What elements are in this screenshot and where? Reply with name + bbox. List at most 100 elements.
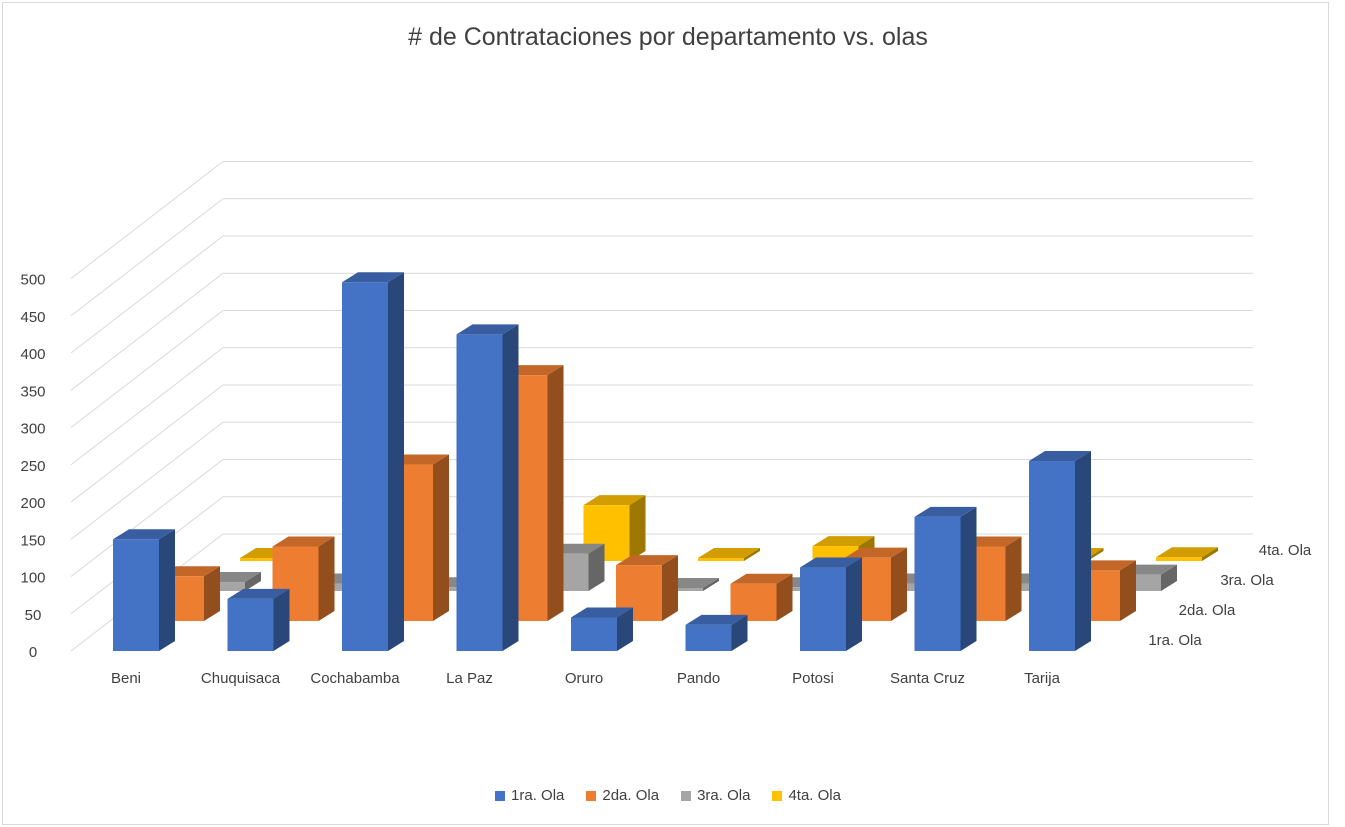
bar-side xyxy=(744,548,760,561)
x-tick-label: Cochabamba xyxy=(310,670,400,687)
bar-side xyxy=(547,365,564,621)
y-tick-label: 450 xyxy=(20,309,45,326)
depth-axis-label: 3ra. Ola xyxy=(1220,572,1274,589)
depth-axis-label: 1ra. Ola xyxy=(1148,632,1202,649)
bar-top xyxy=(698,548,760,558)
bar-front xyxy=(698,558,744,561)
legend-item: 2da. Ola xyxy=(586,787,659,804)
side-gridline xyxy=(70,161,224,279)
bar xyxy=(800,557,862,651)
bar-side xyxy=(662,555,678,621)
bars-layer xyxy=(113,272,1218,651)
x-tick-label: Oruro xyxy=(565,670,603,687)
bar-front xyxy=(1029,461,1075,651)
bar-front xyxy=(571,617,617,651)
legend-label: 3ra. Ola xyxy=(697,787,751,804)
y-tick-label: 100 xyxy=(20,570,45,587)
x-tick-label: Tarija xyxy=(1024,670,1061,687)
bar-top xyxy=(730,573,793,584)
y-tick-label: 200 xyxy=(20,495,45,512)
x-tick-label: La Paz xyxy=(446,670,493,687)
x-tick-label: Santa Cruz xyxy=(890,670,965,687)
bar-front xyxy=(227,598,274,651)
bar xyxy=(571,607,633,651)
legend-swatch xyxy=(772,790,783,801)
side-gridline xyxy=(70,310,224,428)
y-tick-label: 0 xyxy=(29,644,37,661)
bar xyxy=(456,324,519,651)
side-gridline xyxy=(70,421,224,540)
bar-front xyxy=(771,587,818,591)
bar xyxy=(914,506,977,651)
bar-side xyxy=(703,578,719,591)
depth-axis-label: 2da. Ola xyxy=(1179,602,1236,619)
bar-top xyxy=(272,536,335,547)
bar-top xyxy=(113,529,175,540)
y-tick-label: 150 xyxy=(20,532,45,549)
x-tick-label: Pando xyxy=(677,670,720,687)
chart-title: # de Contrataciones por departamento vs.… xyxy=(408,23,928,51)
bar xyxy=(959,536,1022,621)
bar-side xyxy=(245,572,261,591)
legend-swatch xyxy=(586,790,597,801)
y-tick-label: 400 xyxy=(20,346,45,363)
legend-label: 1ra. Ola xyxy=(511,787,565,804)
bar-side xyxy=(588,543,605,591)
bar-side xyxy=(1202,547,1218,561)
bar xyxy=(1029,451,1091,651)
bar xyxy=(698,548,760,561)
bar xyxy=(227,588,290,651)
bar-top xyxy=(342,272,404,283)
bar xyxy=(1156,547,1218,561)
bar-side xyxy=(388,272,404,651)
bar-top xyxy=(583,495,646,506)
bar-front xyxy=(113,539,159,651)
bar-side xyxy=(731,614,748,651)
bar xyxy=(342,272,404,651)
plot-area: 0 50 100 150 200 250 300 350 400 450 500 Beni Chuqui… xyxy=(20,161,1312,687)
bar-side xyxy=(502,324,519,651)
bar-top xyxy=(800,557,862,568)
legend-item: 1ra. Ola xyxy=(495,787,564,804)
bar-front xyxy=(685,624,732,651)
legend-item: 3ra. Ola xyxy=(681,787,750,804)
bar-front xyxy=(1156,557,1202,561)
bar-side xyxy=(1087,548,1104,561)
bar-side xyxy=(1005,536,1022,621)
x-tick-label: Chuquisaca xyxy=(201,670,281,687)
bar-top xyxy=(571,607,633,618)
bar-side xyxy=(159,529,175,651)
side-gridline xyxy=(70,272,224,391)
bar-top xyxy=(227,588,290,599)
bar-side xyxy=(204,566,220,621)
bar-side xyxy=(846,557,862,651)
bar xyxy=(685,614,748,651)
bar-front xyxy=(914,516,961,651)
bar-front xyxy=(428,587,474,591)
depth-axis-label: 4ta. Ola xyxy=(1259,542,1312,559)
side-gridline xyxy=(70,235,224,354)
bar-top xyxy=(685,614,748,625)
bar-side xyxy=(617,607,633,651)
y-tick-label: 500 xyxy=(20,272,45,289)
y-tick-label: 300 xyxy=(20,421,45,438)
bar xyxy=(113,529,175,651)
bar-top xyxy=(812,536,875,547)
bar-side xyxy=(1161,564,1177,591)
bar-front xyxy=(657,588,703,591)
bar-side xyxy=(776,573,793,621)
side-gridline xyxy=(70,384,224,503)
x-tick-label: Potosi xyxy=(792,670,834,687)
bar-front xyxy=(199,582,245,591)
bar-front xyxy=(730,583,777,621)
bar-side xyxy=(273,588,290,651)
bar-side xyxy=(629,495,646,561)
bar-top xyxy=(914,506,977,517)
legend-item: 4ta. Ola xyxy=(772,787,841,804)
legend-swatch xyxy=(681,790,692,801)
side-gridline xyxy=(70,459,224,577)
bar-front xyxy=(342,282,388,651)
legend-label: 2da. Ola xyxy=(602,787,660,804)
bar-front xyxy=(313,583,360,591)
